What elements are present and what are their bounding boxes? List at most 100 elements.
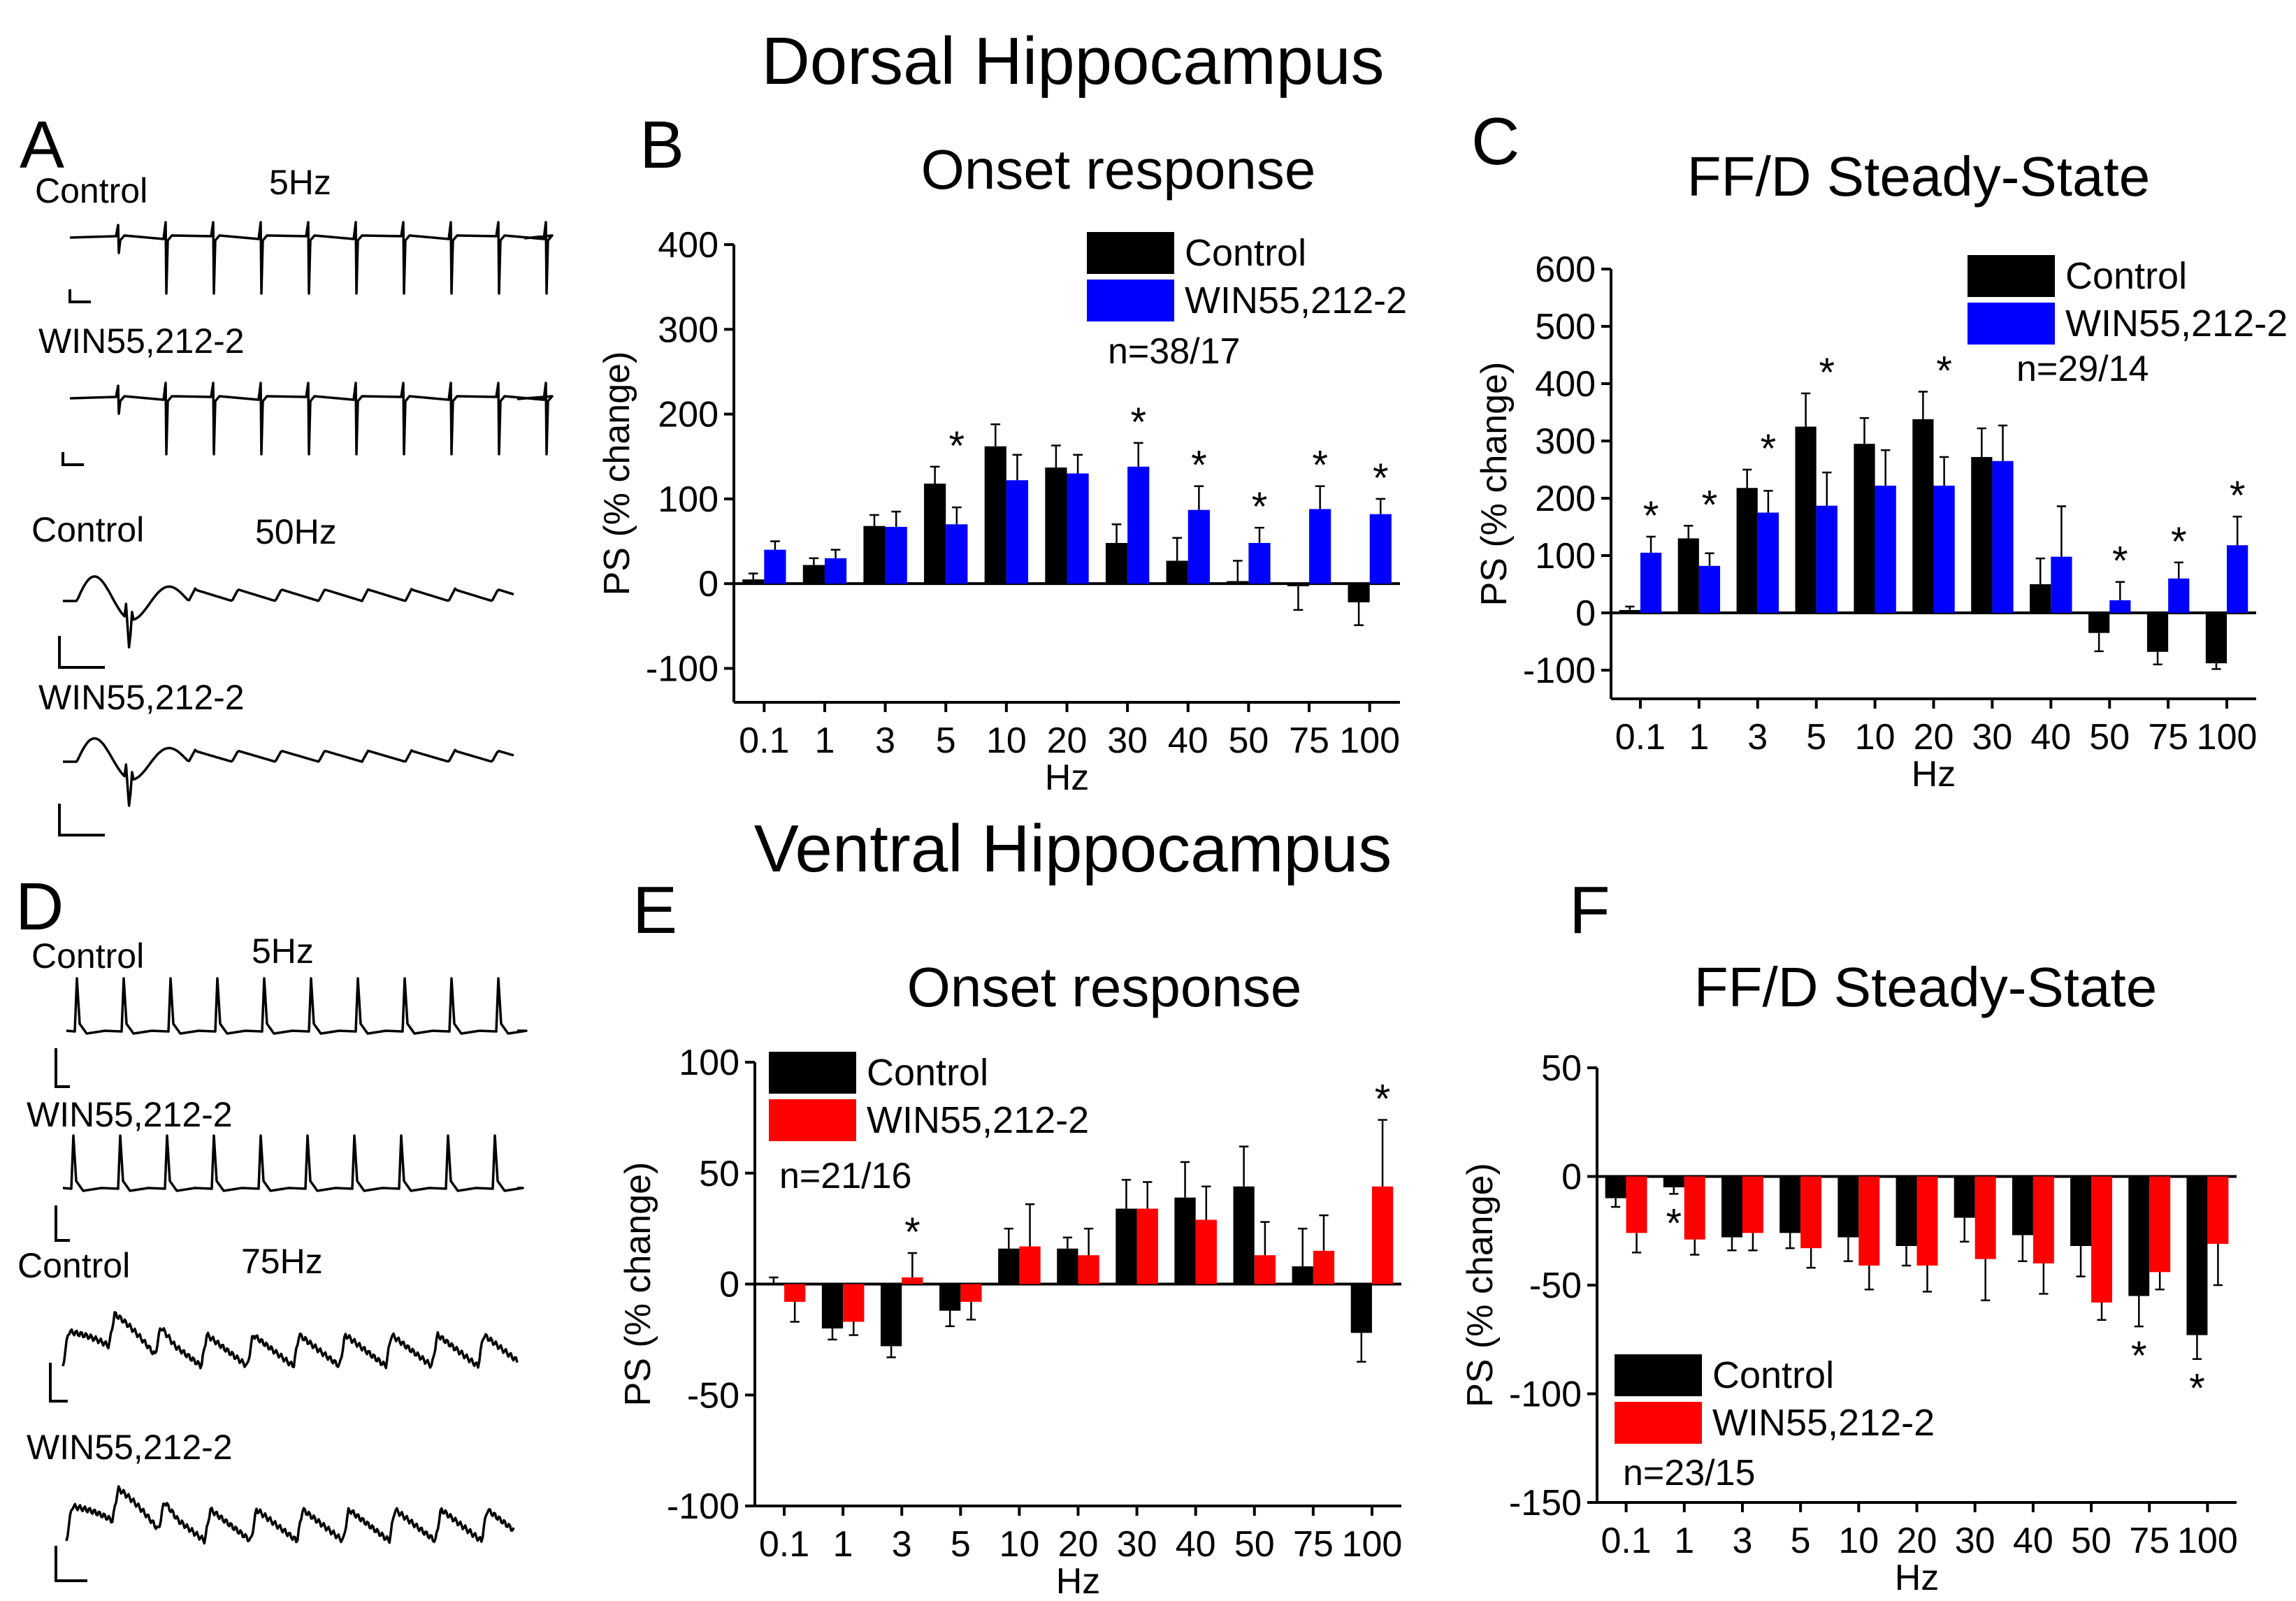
significance-star: *: [2189, 1366, 2205, 1412]
bar-win-5: [1800, 1176, 1822, 1249]
bar-control-1: [1677, 538, 1699, 613]
bar-control-75: [2146, 613, 2169, 652]
significance-star: *: [1702, 482, 1718, 528]
x-tick-label: 3: [1747, 717, 1768, 758]
legend: Control WIN55,212-2: [1968, 255, 2288, 345]
bar-control-3: [863, 526, 886, 584]
bar-control-100: [2186, 1176, 2208, 1335]
y-tick-label: 0: [698, 564, 719, 604]
x-tick-label: 1: [1689, 717, 1709, 758]
y-tick-label: 500: [1535, 307, 1596, 347]
scale-bar: [55, 1205, 70, 1242]
trace-a-win-5hz: [69, 382, 554, 456]
legend-swatch-control: [1968, 255, 2055, 297]
x-tick-label: 10: [986, 720, 1027, 761]
bar-control-40: [2012, 1176, 2033, 1236]
chart-title-c: FF/D Steady-State: [1687, 145, 2150, 208]
legend-label-control: Control: [1712, 1354, 1834, 1396]
bar-win-100: [2207, 1176, 2229, 1244]
bar-win-75: [1313, 1250, 1335, 1284]
bar-win-40: [2051, 556, 2072, 613]
bar-control-75: [1287, 584, 1310, 586]
bar-win-0.1: [764, 549, 786, 584]
bar-win-20: [1078, 1255, 1099, 1284]
bar-win-20: [1933, 485, 1955, 613]
x-axis-title: Hz: [1056, 1561, 1101, 1601]
bar-control-5: [939, 1284, 961, 1311]
x-tick-label: 50: [2071, 1521, 2111, 1561]
chart-panel-b: Onset response -100 0 100 200 300 400 0.1 1 3 5 10 2…: [597, 138, 1407, 798]
scale-bar: [55, 1048, 70, 1088]
x-tick-label: 0.1: [1615, 717, 1666, 758]
bar-control-0.1: [1605, 1176, 1626, 1198]
y-axis-title: PS (% change): [1460, 1163, 1501, 1407]
bar-win-0.1: [1640, 552, 1662, 613]
y-tick-label: 100: [679, 1043, 739, 1083]
x-tick-label: 10: [1855, 717, 1896, 758]
bar-win-0.1: [1626, 1176, 1647, 1233]
n-label: n=23/15: [1623, 1453, 1755, 1493]
panel-letter-e: E: [633, 873, 677, 948]
trace-a2-label: WIN55,212-2: [38, 321, 245, 361]
y-tick-label: -50: [687, 1375, 739, 1416]
x-tick-label: 100: [2177, 1521, 2238, 1561]
bar-win-5: [960, 1284, 982, 1302]
x-tick-label: 0.1: [1601, 1521, 1651, 1561]
trace-a4-label: WIN55,212-2: [38, 678, 245, 717]
bar-control-100: [2205, 613, 2228, 664]
legend-label-control: Control: [867, 1052, 988, 1094]
trace-d3-freq: 75Hz: [241, 1242, 323, 1281]
x-tick-label: 20: [1058, 1524, 1099, 1565]
n-label: n=21/16: [779, 1156, 911, 1196]
legend-label-control: Control: [2065, 255, 2187, 297]
x-tick-label: 5: [951, 1524, 971, 1565]
bar-control-10: [984, 446, 1006, 584]
significance-star: *: [2171, 519, 2187, 565]
bar-win-1: [824, 558, 847, 584]
significance-star: *: [1373, 456, 1389, 501]
bar-win-0.1: [784, 1284, 806, 1302]
x-tick-label: 50: [1228, 720, 1269, 761]
bar-win-20: [1067, 473, 1089, 584]
bar-control-3: [1721, 1176, 1742, 1238]
bar-win-75: [2168, 578, 2190, 613]
chart-title-f: FF/D Steady-State: [1694, 956, 2157, 1018]
trace-a1-label: Control: [35, 171, 147, 210]
bar-win-50: [1254, 1255, 1276, 1284]
trace-a-win-50hz: [63, 737, 514, 807]
legend-label-control: Control: [1185, 232, 1306, 274]
x-tick-label: 5: [1791, 1521, 1811, 1561]
y-tick-label: 50: [699, 1154, 739, 1194]
significance-star: *: [1936, 348, 1952, 393]
x-tick-label: 40: [2013, 1521, 2053, 1561]
legend-swatch-win: [769, 1099, 856, 1141]
x-tick-label: 75: [2129, 1521, 2169, 1561]
legend-swatch-win: [1087, 280, 1174, 321]
bar-control-20: [1045, 468, 1067, 584]
x-tick-label: 5: [936, 720, 956, 761]
x-tick-label: 75: [1289, 720, 1329, 761]
bar-win-10: [1006, 480, 1029, 584]
bar-win-3: [1742, 1176, 1763, 1233]
legend-label-win: WIN55,212-2: [1712, 1402, 1935, 1444]
y-tick-label: 0: [1561, 1157, 1582, 1198]
bar-win-30: [1127, 466, 1150, 584]
bar-win-40: [1187, 509, 1210, 584]
y-tick-label: 400: [1535, 364, 1596, 405]
panel-letter-d: D: [15, 869, 64, 944]
trace-a3-freq: 50Hz: [255, 512, 337, 551]
bar-control-75: [1292, 1266, 1313, 1284]
legend-label-win: WIN55,212-2: [867, 1099, 1089, 1141]
trace-a3-label: Control: [31, 510, 144, 549]
x-axis-title: Hz: [1895, 1558, 1940, 1598]
bar-win-3: [885, 526, 907, 584]
y-axis-title: PS (% change): [1474, 362, 1515, 607]
trace-d-control-75hz: [62, 1311, 519, 1370]
significance-star: *: [1252, 484, 1268, 530]
trace-d-control-5hz: [66, 977, 528, 1035]
bar-win-40: [2033, 1176, 2054, 1263]
bar-win-40: [1195, 1219, 1217, 1284]
x-tick-label: 40: [1168, 720, 1208, 761]
bar-win-10: [1019, 1246, 1041, 1284]
significance-star: *: [1819, 350, 1835, 396]
